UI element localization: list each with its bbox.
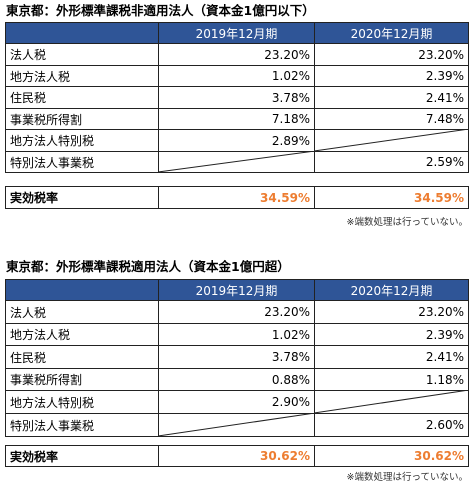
value-cell [158, 413, 315, 437]
total-value: 34.59% [158, 186, 315, 209]
row-label: 特別法人事業税 [5, 151, 159, 173]
value-cell: 0.88% [158, 368, 315, 391]
value-cell: 2.41% [314, 345, 469, 369]
row-label: 法人税 [5, 43, 159, 66]
value-cell: 1.02% [158, 65, 315, 87]
row-label: 法人税 [5, 300, 159, 324]
diagonal [158, 413, 315, 437]
note: ※端数処理は行っていない。 [346, 472, 469, 483]
table-title: 東京都：外形標準課税適用法人（資本金1億円超） [6, 259, 290, 274]
value-cell: 23.20% [314, 43, 469, 66]
diagonal [314, 129, 469, 152]
header-cell: 2019年12月期 [158, 279, 315, 301]
total-value: 30.62% [158, 445, 315, 467]
row-label: 地方法人税 [5, 323, 159, 346]
value-cell: 23.20% [158, 300, 315, 324]
total-value: 34.59% [314, 186, 469, 209]
value-cell: 2.41% [314, 86, 469, 109]
header-cell [5, 22, 159, 44]
value-cell: 3.78% [158, 345, 315, 369]
row-label: 地方法人税 [5, 65, 159, 87]
row-label: 住民税 [5, 345, 159, 369]
table-title: 東京都：外形標準課税非適用法人（資本金1億円以下） [6, 3, 315, 18]
value-cell: 23.20% [314, 300, 469, 324]
diagonal [158, 151, 315, 173]
value-cell: 3.78% [158, 86, 315, 109]
header-cell [5, 279, 159, 301]
row-label: 住民税 [5, 86, 159, 109]
diagonal [314, 390, 469, 414]
header-cell: 2019年12月期 [158, 22, 315, 44]
value-cell [314, 129, 469, 152]
value-cell: 2.60% [314, 413, 469, 437]
total-value: 30.62% [314, 445, 469, 467]
row-label: 地方法人特別税 [5, 129, 159, 152]
value-cell: 23.20% [158, 43, 315, 66]
row-label: 事業税所得割 [5, 368, 159, 391]
value-cell: 1.02% [158, 323, 315, 346]
value-cell [158, 151, 315, 173]
value-cell: 2.39% [314, 65, 469, 87]
value-cell: 2.89% [158, 129, 315, 152]
total-label: 実効税率 [5, 186, 159, 209]
value-cell: 2.90% [158, 390, 315, 414]
header-cell: 2020年12月期 [314, 22, 469, 44]
total-label: 実効税率 [5, 445, 159, 467]
note: ※端数処理は行っていない。 [346, 217, 469, 228]
value-cell: 7.48% [314, 108, 469, 130]
row-label: 事業税所得割 [5, 108, 159, 130]
row-label: 特別法人事業税 [5, 413, 159, 437]
value-cell: 2.39% [314, 323, 469, 346]
row-label: 地方法人特別税 [5, 390, 159, 414]
value-cell: 2.59% [314, 151, 469, 173]
value-cell: 1.18% [314, 368, 469, 391]
header-cell: 2020年12月期 [314, 279, 469, 301]
value-cell [314, 390, 469, 414]
value-cell: 7.18% [158, 108, 315, 130]
